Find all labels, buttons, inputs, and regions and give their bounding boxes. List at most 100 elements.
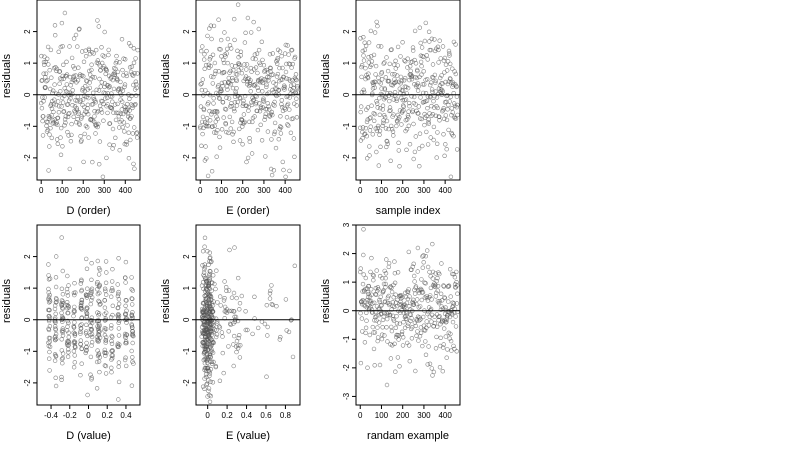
x-tick-label: 0: [358, 186, 363, 195]
data-point: [39, 105, 45, 111]
data-point: [253, 65, 259, 70]
data-point: [407, 77, 412, 83]
x-tick-label: 0: [358, 411, 363, 420]
data-point: [269, 172, 275, 178]
data-point: [71, 349, 77, 354]
data-point: [262, 321, 268, 327]
x-tick-label: 300: [417, 411, 431, 420]
data-point: [371, 111, 376, 116]
data-point: [389, 47, 394, 52]
data-point: [59, 235, 64, 240]
data-point: [270, 72, 276, 77]
data-point: [78, 341, 83, 347]
data-point: [213, 130, 219, 136]
data-point: [47, 368, 52, 373]
data-point: [84, 266, 90, 271]
data-point: [372, 300, 377, 305]
data-point: [250, 119, 255, 125]
data-point: [398, 74, 404, 80]
data-point: [71, 365, 77, 370]
data-point: [408, 318, 413, 324]
data-point: [123, 339, 129, 344]
x-tick-label: 400: [119, 186, 133, 195]
data-point: [410, 59, 415, 64]
data-point: [203, 350, 208, 355]
data-point: [444, 317, 449, 323]
data-point: [271, 168, 277, 173]
data-point: [122, 275, 128, 280]
data-point: [391, 295, 396, 300]
data-point: [267, 107, 272, 112]
data-point: [402, 325, 408, 330]
data-point: [371, 278, 376, 283]
data-point: [382, 311, 387, 316]
data-point: [264, 303, 269, 308]
data-point: [229, 103, 234, 109]
data-point: [207, 271, 212, 277]
data-point: [65, 273, 70, 279]
data-point: [97, 63, 102, 68]
data-point: [208, 359, 213, 365]
data-point: [55, 115, 60, 121]
data-point: [367, 332, 372, 338]
data-point: [378, 311, 384, 317]
data-point: [243, 327, 249, 333]
data-point: [91, 119, 97, 124]
data-point: [212, 60, 218, 66]
data-point: [367, 153, 372, 158]
data-point: [437, 299, 442, 304]
data-point: [95, 353, 101, 359]
data-point: [419, 72, 424, 77]
data-point: [258, 105, 264, 111]
data-point: [202, 244, 207, 249]
data-point: [123, 280, 128, 285]
data-point: [416, 146, 422, 151]
data-point: [89, 288, 94, 293]
data-point: [248, 78, 253, 83]
data-point: [265, 333, 270, 338]
data-point: [203, 62, 209, 68]
data-point: [116, 364, 121, 369]
data-point: [202, 262, 208, 267]
data-point: [106, 52, 111, 58]
data-point: [424, 295, 430, 301]
data-point: [210, 109, 215, 115]
data-point: [101, 118, 106, 123]
data-point: [59, 298, 65, 303]
data-point: [272, 120, 278, 126]
data-point: [415, 329, 420, 334]
data-point: [75, 94, 81, 100]
data-point: [369, 287, 374, 292]
data-point: [52, 318, 58, 324]
data-point: [436, 47, 441, 53]
data-point: [101, 101, 106, 107]
data-point: [78, 323, 83, 328]
data-point: [109, 91, 114, 96]
data-point: [72, 331, 78, 336]
x-axis-label: randam example: [367, 430, 449, 442]
data-point: [210, 52, 216, 57]
data-point: [396, 140, 401, 146]
data-point: [231, 321, 236, 326]
data-point: [265, 129, 271, 134]
data-point: [455, 291, 460, 296]
data-point: [395, 63, 400, 68]
data-point: [203, 335, 209, 340]
data-point: [222, 106, 228, 112]
data-point: [228, 126, 233, 131]
data-point: [280, 65, 285, 71]
data-point: [46, 343, 51, 349]
data-point: [228, 321, 233, 326]
data-point: [244, 62, 250, 67]
data-point: [234, 295, 239, 301]
data-point: [293, 72, 299, 77]
data-point: [50, 88, 56, 93]
data-point: [389, 285, 394, 291]
data-point: [398, 54, 403, 59]
data-point: [449, 106, 454, 111]
data-point: [413, 284, 419, 289]
data-point: [436, 300, 442, 306]
data-point: [114, 110, 119, 116]
